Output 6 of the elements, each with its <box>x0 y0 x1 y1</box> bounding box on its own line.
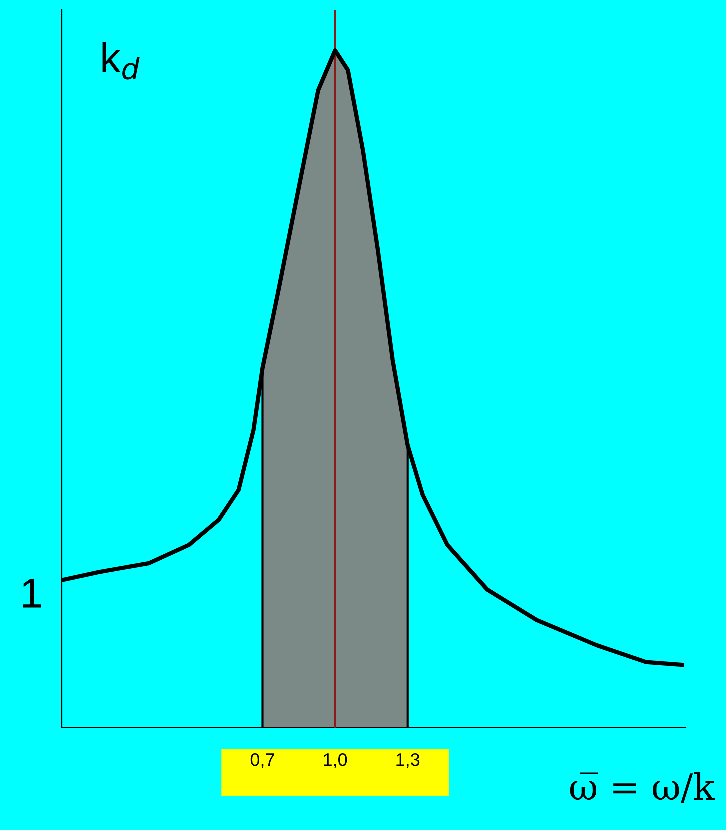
x-tick-label: 0,7 <box>250 753 274 768</box>
x-tick-label: 1,3 <box>396 753 420 768</box>
y-axis-title: k$_{d}$ <box>102 42 140 80</box>
annotation: 1 <box>23 579 41 608</box>
x-axis-title: ω̅ = ω/k <box>570 772 716 804</box>
x-tick-label: 1,0 <box>324 753 348 768</box>
